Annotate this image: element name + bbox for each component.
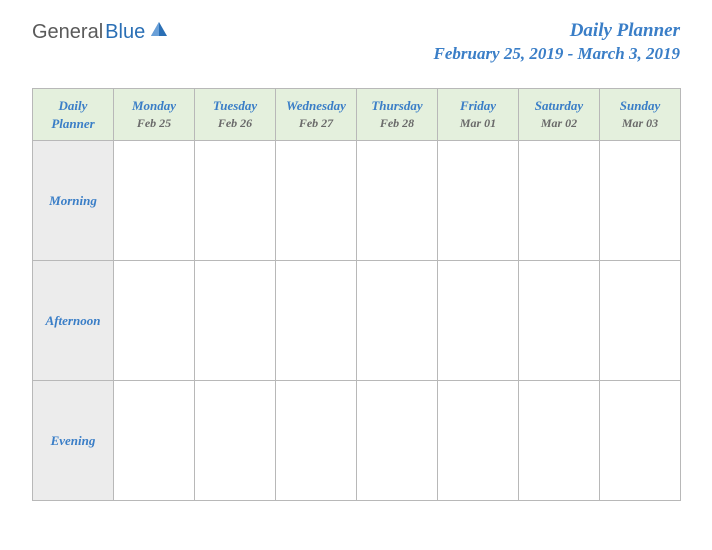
cell-afternoon-fri[interactable]	[438, 261, 519, 381]
row-label-morning: Morning	[33, 141, 114, 261]
cell-evening-sat[interactable]	[519, 381, 600, 501]
page-title: Daily Planner	[433, 20, 680, 42]
day-date: Feb 26	[197, 116, 273, 131]
day-head-wed: Wednesday Feb 27	[276, 89, 357, 141]
logo-text-general: General	[32, 21, 103, 44]
cell-evening-mon[interactable]	[114, 381, 195, 501]
cell-morning-tue[interactable]	[195, 141, 276, 261]
cell-evening-sun[interactable]	[600, 381, 681, 501]
cell-morning-sun[interactable]	[600, 141, 681, 261]
cell-afternoon-tue[interactable]	[195, 261, 276, 381]
row-label-text: Afternoon	[46, 313, 101, 328]
row-label-text: Morning	[49, 193, 97, 208]
cell-morning-wed[interactable]	[276, 141, 357, 261]
corner-label-line2: Planner	[51, 116, 94, 131]
day-head-sat: Saturday Mar 02	[519, 89, 600, 141]
day-date: Mar 02	[521, 116, 597, 131]
cell-afternoon-thu[interactable]	[357, 261, 438, 381]
day-name: Tuesday	[197, 98, 273, 114]
logo-mark-icon	[149, 20, 169, 45]
row-label-evening: Evening	[33, 381, 114, 501]
row-label-afternoon: Afternoon	[33, 261, 114, 381]
day-date: Feb 25	[116, 116, 192, 131]
day-head-sun: Sunday Mar 03	[600, 89, 681, 141]
day-head-fri: Friday Mar 01	[438, 89, 519, 141]
corner-label-line1: Daily	[59, 98, 88, 113]
day-head-mon: Monday Feb 25	[114, 89, 195, 141]
cell-afternoon-mon[interactable]	[114, 261, 195, 381]
row-afternoon: Afternoon	[33, 261, 681, 381]
cell-morning-fri[interactable]	[438, 141, 519, 261]
logo: General Blue	[32, 20, 169, 45]
day-name: Friday	[440, 98, 516, 114]
day-date: Feb 27	[278, 116, 354, 131]
day-name: Thursday	[359, 98, 435, 114]
row-morning: Morning	[33, 141, 681, 261]
day-name: Sunday	[602, 98, 678, 114]
row-evening: Evening	[33, 381, 681, 501]
title-block: Daily Planner February 25, 2019 - March …	[433, 20, 680, 64]
cell-evening-fri[interactable]	[438, 381, 519, 501]
day-date: Mar 01	[440, 116, 516, 131]
day-head-thu: Thursday Feb 28	[357, 89, 438, 141]
cell-afternoon-wed[interactable]	[276, 261, 357, 381]
day-name: Saturday	[521, 98, 597, 114]
corner-cell: Daily Planner	[33, 89, 114, 141]
header-row: Daily Planner Monday Feb 25 Tuesday Feb …	[33, 89, 681, 141]
cell-evening-thu[interactable]	[357, 381, 438, 501]
cell-afternoon-sat[interactable]	[519, 261, 600, 381]
cell-morning-sat[interactable]	[519, 141, 600, 261]
day-head-tue: Tuesday Feb 26	[195, 89, 276, 141]
day-date: Feb 28	[359, 116, 435, 131]
cell-morning-thu[interactable]	[357, 141, 438, 261]
cell-afternoon-sun[interactable]	[600, 261, 681, 381]
cell-evening-wed[interactable]	[276, 381, 357, 501]
date-range: February 25, 2019 - March 3, 2019	[433, 44, 680, 64]
day-name: Monday	[116, 98, 192, 114]
cell-morning-mon[interactable]	[114, 141, 195, 261]
cell-evening-tue[interactable]	[195, 381, 276, 501]
planner-table: Daily Planner Monday Feb 25 Tuesday Feb …	[32, 88, 681, 501]
header: General Blue Daily Planner February 25, …	[0, 0, 712, 74]
day-date: Mar 03	[602, 116, 678, 131]
row-label-text: Evening	[51, 433, 96, 448]
logo-text-blue: Blue	[105, 21, 145, 44]
day-name: Wednesday	[278, 98, 354, 114]
